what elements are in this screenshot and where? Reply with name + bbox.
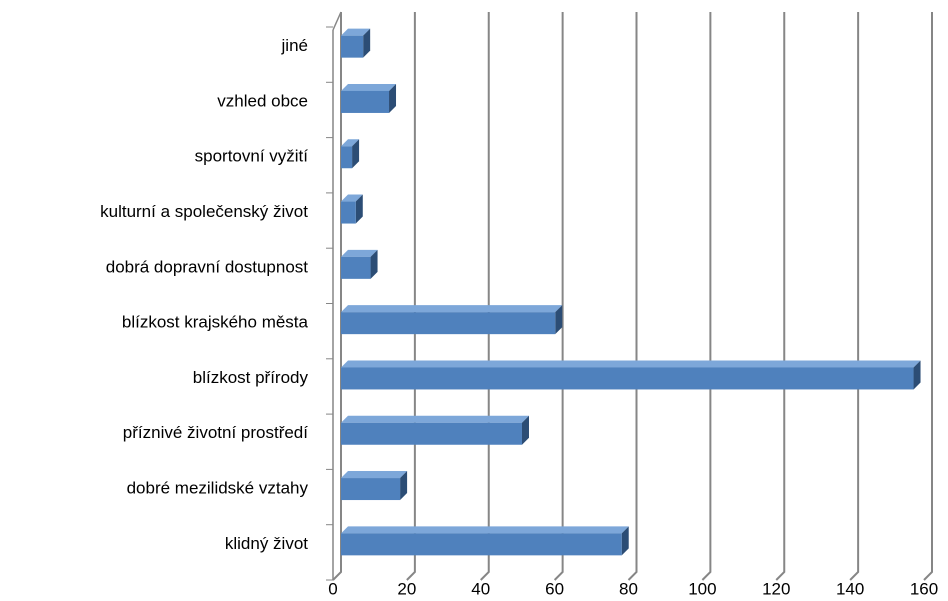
y-tick-label: blízkost krajského města	[122, 313, 309, 332]
grid-line	[553, 12, 564, 581]
x-tick-label: 40	[471, 579, 490, 598]
bar-top	[341, 415, 529, 423]
y-tick-label: jiné	[281, 36, 308, 55]
y-tick-label: klidný život	[225, 534, 308, 553]
bar-side	[621, 526, 629, 556]
bar-side	[352, 139, 360, 169]
grid-line	[923, 12, 933, 581]
bar	[341, 139, 360, 169]
bar-front	[341, 422, 522, 445]
x-tick-label: 100	[688, 579, 716, 598]
bar-front	[341, 90, 390, 113]
bar-side	[555, 305, 563, 335]
bar-side	[363, 28, 371, 58]
bar	[341, 360, 921, 390]
bar-side	[521, 415, 529, 445]
bar-side	[355, 194, 363, 224]
bar-front	[341, 533, 622, 556]
x-tick-label: 20	[397, 579, 416, 598]
bar-front	[341, 312, 556, 335]
y-tick-label: vzhled obce	[217, 91, 308, 110]
bar-top	[341, 360, 921, 368]
bar-top	[341, 83, 397, 91]
x-tick-label: 0	[328, 579, 337, 598]
bar	[341, 305, 563, 335]
bar-top	[341, 471, 408, 479]
bar	[341, 471, 408, 501]
grid-line	[701, 12, 712, 581]
grid-line	[627, 12, 638, 581]
bar-side	[389, 83, 397, 113]
bar-side	[400, 471, 408, 501]
bar	[341, 28, 371, 58]
x-tick-label: 160	[910, 579, 938, 598]
bar	[341, 194, 363, 224]
bar-top	[341, 526, 629, 534]
y-tick-label: dobrá dopravní dostupnost	[106, 257, 309, 276]
bar-front	[341, 367, 914, 390]
grid-line	[480, 12, 490, 581]
bar-side	[913, 360, 921, 390]
bar-front	[341, 146, 353, 169]
bar-front	[341, 35, 364, 58]
y-tick-label: sportovní vyžití	[195, 147, 309, 166]
grid-line	[849, 12, 860, 581]
x-tick-label: 60	[545, 579, 564, 598]
x-tick-label: 80	[619, 579, 638, 598]
bar	[341, 249, 378, 279]
bar-side	[370, 249, 378, 279]
y-tick-label: dobré mezilidské vztahy	[127, 479, 309, 498]
grid-line	[406, 12, 416, 581]
bar-top	[341, 305, 563, 313]
bar-front	[341, 478, 401, 501]
bar-top	[341, 139, 360, 147]
bar	[341, 526, 629, 556]
bar-front	[341, 256, 371, 279]
grid-line	[775, 12, 786, 581]
y-tick-label: kulturní a společenský život	[100, 202, 308, 221]
bar-top	[341, 28, 371, 36]
grid-line	[332, 12, 342, 581]
y-tick-label: blízkost přírody	[193, 368, 309, 387]
bar	[341, 83, 397, 113]
y-axis-top	[332, 11, 342, 31]
x-tick-label: 140	[836, 579, 864, 598]
x-tick-label: 120	[762, 579, 790, 598]
bar-top	[341, 194, 363, 202]
bar-top	[341, 249, 378, 257]
bar-front	[341, 201, 356, 224]
bar	[341, 415, 529, 445]
x-axis-floor	[332, 571, 342, 581]
y-tick-label: příznivé životní prostředí	[123, 423, 308, 442]
